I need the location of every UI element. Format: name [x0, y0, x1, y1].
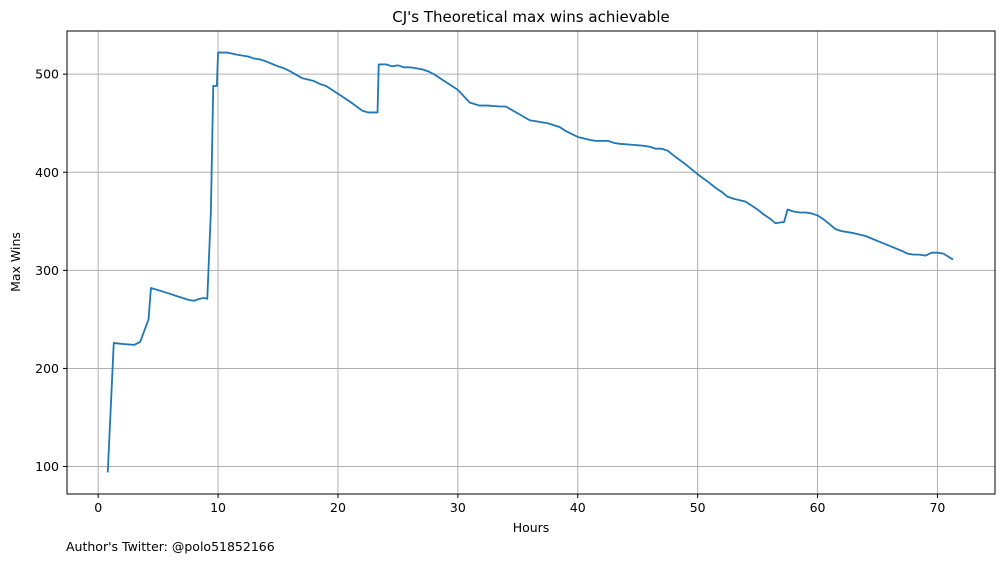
- series-line-max-wins: [106, 51, 954, 473]
- x-tick-label: 0: [94, 500, 102, 515]
- x-tick-label: 40: [570, 500, 586, 515]
- y-tick-label: 500: [35, 67, 59, 82]
- plot-frame: [66, 30, 996, 495]
- x-tick-label: 20: [330, 500, 346, 515]
- x-axis-label: Hours: [513, 520, 550, 535]
- y-tick-label: 200: [35, 361, 59, 376]
- y-tick-label: 100: [35, 459, 59, 474]
- y-axis-label: Max Wins: [8, 232, 23, 292]
- author-twitter-footer: Author's Twitter: @polo51852166: [66, 539, 275, 554]
- y-tick-label: 400: [35, 165, 59, 180]
- x-tick-label: 30: [450, 500, 466, 515]
- x-axis: 0 10 20 30 40 50 60 70: [94, 494, 945, 515]
- y-tick-label: 300: [35, 263, 59, 278]
- grid: [67, 31, 995, 494]
- x-tick-label: 70: [929, 500, 945, 515]
- chart-title: CJ's Theoretical max wins achievable: [392, 8, 669, 26]
- x-tick-label: 50: [690, 500, 706, 515]
- x-tick-label: 60: [810, 500, 826, 515]
- y-axis: 100 200 300 400 500: [35, 67, 67, 474]
- x-tick-label: 10: [210, 500, 226, 515]
